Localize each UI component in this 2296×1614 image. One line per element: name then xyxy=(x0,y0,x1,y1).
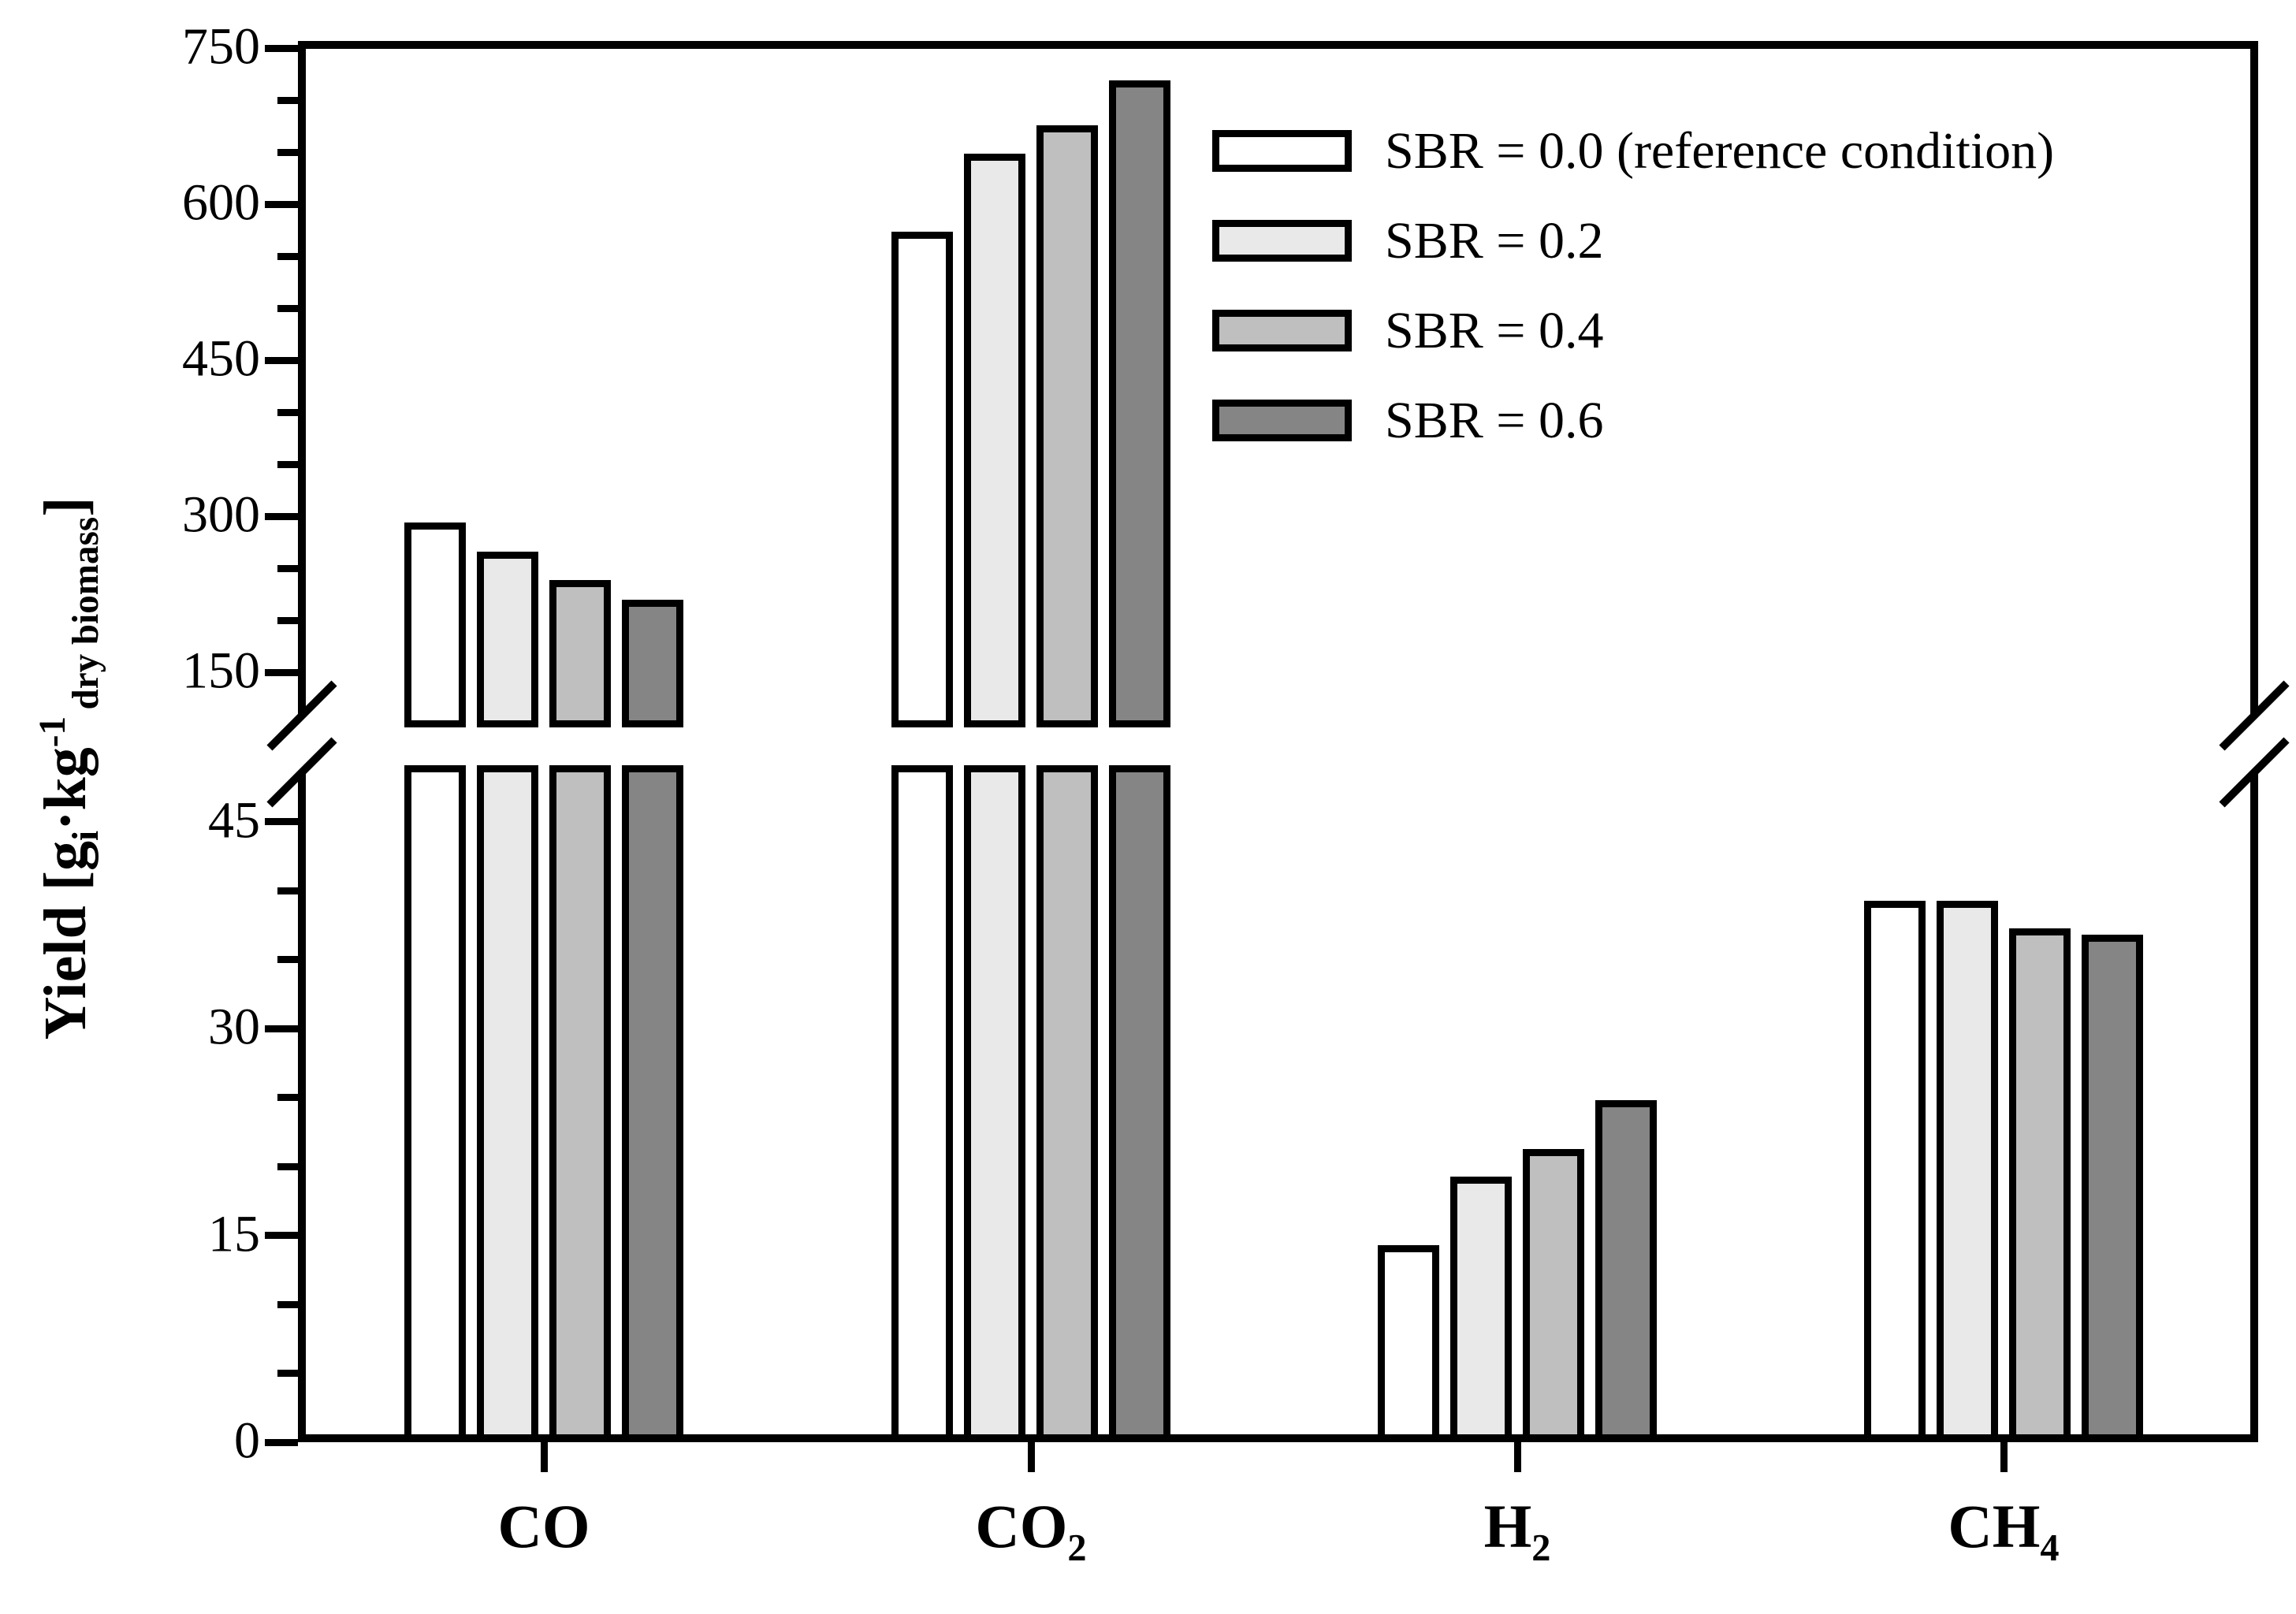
bar-CO2-series2-upper xyxy=(1036,125,1098,727)
bar-CO-series1-upper xyxy=(477,552,538,727)
y-tick-label: 0 xyxy=(234,1411,260,1470)
plot-spine-left-upper xyxy=(298,41,306,716)
legend-label: SBR = 0.0 (reference condition) xyxy=(1385,121,2055,180)
y-tick-major xyxy=(265,668,298,676)
plot-spine-left-lower xyxy=(298,772,306,1442)
y-tick-label: 750 xyxy=(182,17,260,76)
x-category-label: CH4 xyxy=(1948,1492,2060,1569)
bar-H2-series0 xyxy=(1378,1245,1439,1442)
bar-CO-series2-lower xyxy=(549,765,611,1442)
bar-CO2-series1-lower xyxy=(964,765,1025,1442)
bar-CO2-series3-lower xyxy=(1109,765,1170,1442)
bar-CO-series3-lower xyxy=(622,765,683,1442)
y-tick-label: 450 xyxy=(182,329,260,388)
y-axis-title-segment: -1 xyxy=(32,716,73,748)
y-axis-title-segment: i xyxy=(65,830,107,841)
legend-swatch xyxy=(1212,400,1352,441)
y-tick-label: 600 xyxy=(182,173,260,232)
y-tick-major xyxy=(265,1438,298,1446)
bar-H2-series3 xyxy=(1595,1100,1657,1442)
y-axis-title-segment: ·kg xyxy=(32,747,99,831)
bar-CO2-series1-upper xyxy=(964,153,1025,727)
x-category-label: CO2 xyxy=(975,1492,1087,1569)
y-tick-minor xyxy=(277,408,298,416)
y-tick-label: 30 xyxy=(208,998,260,1056)
plot-spine-top xyxy=(298,41,2258,49)
y-tick-minor xyxy=(277,460,298,468)
legend-swatch xyxy=(1212,220,1352,262)
bar-CH4-series1 xyxy=(1937,900,1998,1442)
bar-CO-series0-upper xyxy=(404,523,466,727)
legend-label: SBR = 0.6 xyxy=(1385,391,1604,449)
y-axis-title-segment: ] xyxy=(32,496,99,517)
bar-CH4-series3 xyxy=(2082,935,2143,1442)
y-tick-minor xyxy=(277,1300,298,1308)
x-tick xyxy=(1513,1442,1521,1472)
y-tick-label: 15 xyxy=(208,1205,260,1263)
bar-CO2-series0-lower xyxy=(891,765,953,1442)
plot-spine-right-lower xyxy=(2250,772,2258,1442)
plot-spine-bottom xyxy=(298,1434,2258,1442)
y-tick-minor xyxy=(277,956,298,963)
x-tick xyxy=(2000,1442,2008,1472)
legend-label: SBR = 0.4 xyxy=(1385,301,1604,359)
y-tick-minor xyxy=(277,1370,298,1377)
y-tick-minor xyxy=(277,1094,298,1101)
y-tick-major xyxy=(265,512,298,520)
y-axis-title: Yield [gi·kg-1 dry biomass] xyxy=(32,496,107,1039)
y-tick-major xyxy=(265,200,298,208)
bar-CO2-series3-upper xyxy=(1109,80,1170,727)
bar-CO2-series0-upper xyxy=(891,231,953,727)
y-axis-title-segment: Yield [g xyxy=(32,840,99,1040)
x-tick xyxy=(1027,1442,1035,1472)
plot-spine-right-upper xyxy=(2250,41,2258,716)
y-tick-label: 300 xyxy=(182,485,260,544)
legend-swatch xyxy=(1212,310,1352,351)
y-tick-minor xyxy=(277,887,298,894)
y-tick-major xyxy=(265,1232,298,1239)
y-tick-minor xyxy=(277,616,298,624)
bar-CH4-series2 xyxy=(2009,928,2071,1442)
y-tick-major xyxy=(265,818,298,825)
x-category-label: CO xyxy=(497,1492,590,1560)
y-tick-minor xyxy=(277,96,298,104)
y-tick-minor xyxy=(277,304,298,312)
bar-H2-series1 xyxy=(1450,1176,1512,1442)
bar-H2-series2 xyxy=(1523,1148,1584,1442)
bar-CO2-series2-lower xyxy=(1036,765,1098,1442)
y-tick-major xyxy=(265,1025,298,1032)
bar-CO-series2-upper xyxy=(549,579,611,727)
y-tick-minor xyxy=(277,252,298,260)
y-tick-label: 45 xyxy=(208,791,260,850)
y-tick-minor xyxy=(277,1162,298,1170)
x-category-label: H2 xyxy=(1483,1492,1551,1569)
x-tick xyxy=(540,1442,548,1472)
bar-CO-series1-lower xyxy=(477,765,538,1442)
y-tick-minor xyxy=(277,564,298,572)
bar-CO-series0-lower xyxy=(404,765,466,1442)
legend-label: SBR = 0.2 xyxy=(1385,211,1604,270)
legend-swatch xyxy=(1212,130,1352,172)
bar-CO-series3-upper xyxy=(622,599,683,727)
y-axis-title-segment: dry biomass xyxy=(65,516,107,710)
y-tick-major xyxy=(265,44,298,52)
bar-CH4-series0 xyxy=(1864,900,1926,1442)
y-tick-label: 150 xyxy=(182,642,260,700)
y-tick-major xyxy=(265,356,298,364)
y-tick-minor xyxy=(277,148,298,156)
